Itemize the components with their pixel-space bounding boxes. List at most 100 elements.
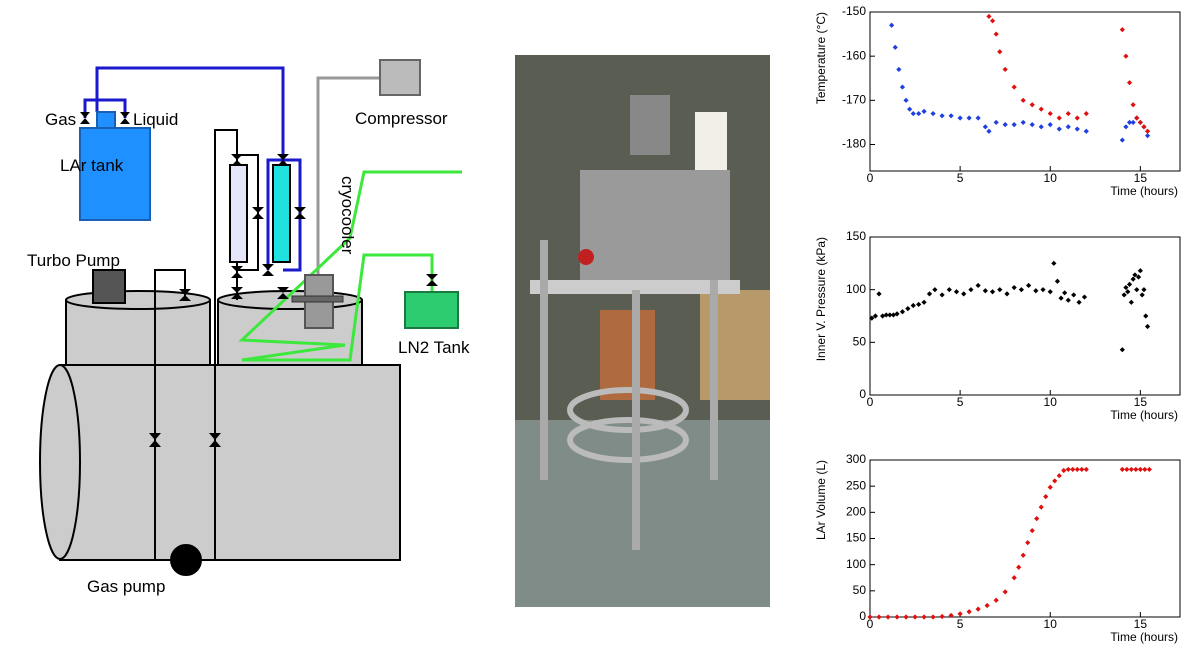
- point: [876, 614, 882, 620]
- point: [1123, 53, 1129, 59]
- x-tick-label: 10: [1044, 395, 1058, 409]
- point: [1081, 294, 1088, 300]
- point: [880, 313, 886, 319]
- x-axis-label: Time (hours): [1110, 184, 1178, 198]
- point: [1144, 128, 1151, 134]
- point: [1047, 289, 1053, 295]
- x-tick-label: 5: [957, 171, 964, 185]
- label: LN2 Tank: [398, 338, 470, 357]
- valve: [231, 154, 243, 166]
- point: [1128, 299, 1134, 305]
- point: [1011, 284, 1017, 291]
- compressor: [379, 59, 421, 96]
- cylinder: [65, 299, 211, 366]
- x-tick-label: 15: [1134, 171, 1148, 185]
- point: [885, 614, 891, 620]
- point: [1020, 97, 1026, 103]
- pipe: [266, 158, 302, 272]
- label: LAr tank: [60, 156, 124, 175]
- point: [993, 597, 999, 603]
- point: [957, 611, 963, 617]
- valve-body: [630, 95, 670, 155]
- gas-pump: [170, 544, 202, 576]
- point: [1146, 466, 1152, 473]
- x-tick-label: 0: [867, 617, 874, 631]
- point: [1137, 466, 1143, 473]
- pipe: [154, 269, 186, 560]
- y-tick-label: 0: [859, 387, 866, 401]
- compressor-line: [316, 76, 380, 275]
- point: [894, 311, 900, 317]
- point: [989, 18, 996, 24]
- vessel: [59, 364, 401, 561]
- point: [1051, 260, 1057, 266]
- point: [899, 84, 906, 90]
- valve: [80, 112, 90, 124]
- point: [1119, 137, 1125, 143]
- point: [1137, 119, 1143, 126]
- point: [876, 291, 882, 297]
- point: [1061, 467, 1067, 474]
- point: [1054, 278, 1061, 284]
- point: [1074, 115, 1080, 121]
- point: [1047, 484, 1053, 490]
- point: [1079, 466, 1085, 473]
- y-tick-label: -160: [842, 48, 866, 62]
- point: [907, 106, 913, 112]
- plot-frame: [869, 236, 1181, 396]
- point: [982, 124, 988, 130]
- point: [912, 614, 918, 620]
- floor: [515, 420, 770, 607]
- point: [968, 287, 974, 293]
- point: [1056, 126, 1062, 132]
- valve: [231, 266, 243, 278]
- point: [1020, 119, 1026, 126]
- y-tick-label: -150: [842, 4, 866, 18]
- point: [1043, 494, 1049, 500]
- point: [997, 287, 1003, 293]
- point: [1004, 291, 1010, 297]
- point: [921, 299, 927, 305]
- x-axis-label: Time (hours): [1110, 630, 1178, 644]
- point: [1062, 290, 1068, 296]
- vessel-end: [39, 364, 81, 560]
- liquid-line: [95, 66, 285, 160]
- point: [1123, 124, 1129, 130]
- point: [1130, 119, 1136, 126]
- point: [1126, 80, 1133, 86]
- valve: [277, 287, 289, 299]
- point: [1029, 102, 1035, 108]
- y-tick-label: 50: [853, 335, 867, 349]
- point: [1070, 466, 1076, 473]
- point: [948, 612, 954, 619]
- point: [1020, 552, 1026, 558]
- y-axis-label: LAr Volume (L): [814, 460, 828, 540]
- point: [1011, 84, 1017, 90]
- point: [892, 44, 898, 50]
- schematic: [39, 59, 462, 576]
- point: [872, 313, 879, 319]
- point: [966, 609, 972, 615]
- point: [939, 113, 945, 119]
- x-axis-label: Time (hours): [1110, 408, 1178, 422]
- point: [1056, 473, 1062, 479]
- y-axis-label: Inner V. Pressure (kPa): [814, 237, 828, 361]
- x-tick-label: 10: [1044, 171, 1058, 185]
- point: [1119, 347, 1125, 353]
- point: [1033, 288, 1039, 294]
- y-tick-label: 150: [846, 531, 866, 545]
- point: [1011, 122, 1017, 128]
- point: [1119, 27, 1125, 33]
- point: [953, 289, 960, 295]
- point: [1083, 128, 1089, 134]
- point: [1123, 284, 1129, 291]
- point: [1126, 281, 1133, 287]
- point: [982, 288, 988, 294]
- point: [989, 289, 996, 295]
- point: [1058, 295, 1064, 301]
- y-tick-label: -170: [842, 93, 866, 107]
- y-tick-label: 250: [846, 478, 866, 492]
- point: [932, 287, 938, 293]
- turbo-pump: [92, 269, 126, 304]
